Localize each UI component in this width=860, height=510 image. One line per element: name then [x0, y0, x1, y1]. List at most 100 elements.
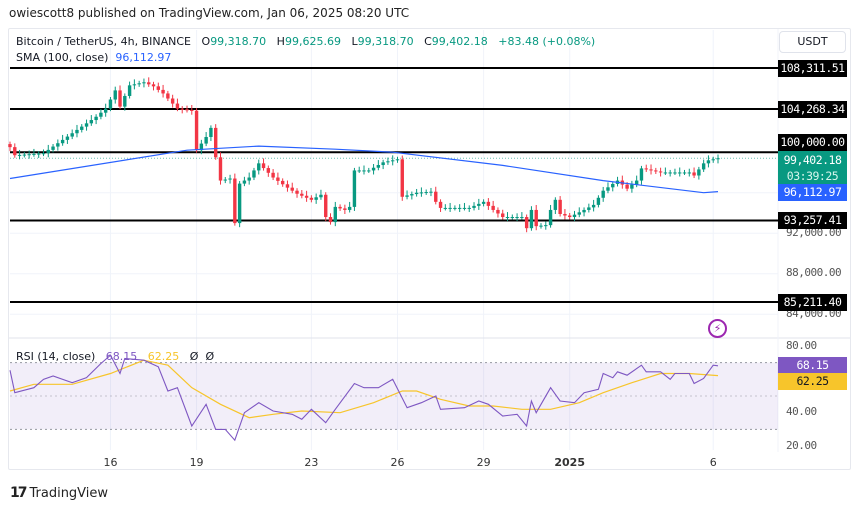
candle-body	[271, 172, 275, 178]
sma-line	[9, 145, 719, 194]
candle-body	[553, 199, 558, 210]
candle-body	[27, 154, 31, 156]
candle-body	[103, 108, 108, 113]
candle-body	[290, 187, 294, 191]
candle-body	[678, 172, 682, 174]
candle-body	[113, 90, 117, 100]
sma-legend-value: 96,112.97	[115, 51, 172, 64]
rsi-ma-legend-value: 62.25	[147, 350, 180, 363]
candle-body	[13, 147, 17, 156]
candle-body	[534, 209, 538, 227]
candle-body	[295, 190, 299, 194]
candle-body	[333, 206, 337, 223]
sma-price-label: 96,112.97	[778, 184, 847, 201]
candle-body	[706, 160, 711, 164]
candle-body	[524, 217, 529, 229]
candle-body	[75, 129, 79, 134]
candle-body	[338, 206, 342, 209]
price-axis-label: 92,000.00	[786, 226, 842, 239]
level-label: 104,268.34	[778, 101, 847, 118]
time-axis-tick: 6	[709, 456, 717, 469]
lightning-icon[interactable]: ⚡	[708, 319, 727, 338]
candle-body	[127, 85, 132, 96]
level-label: 108,311.51	[778, 60, 847, 77]
candle-body	[587, 207, 591, 210]
candle-body	[242, 180, 247, 184]
candle-body	[108, 99, 113, 109]
candle-body	[405, 195, 409, 197]
time-axis-tick: 19	[189, 456, 204, 469]
candle-body	[324, 194, 328, 218]
candle-body	[630, 184, 634, 189]
candle-body	[218, 157, 223, 181]
candle-body	[84, 123, 89, 127]
rsi-axis-label: 20.00	[786, 439, 817, 452]
candle-body	[434, 191, 438, 202]
rsi-legend-label[interactable]: RSI (14, close)	[16, 350, 96, 363]
tradingview-logo-icon: 17	[10, 485, 28, 501]
rsi-ma-value-label: 62.25	[778, 373, 847, 390]
candle-body	[386, 161, 390, 163]
low-value: 99,318.70	[357, 35, 414, 48]
time-axis-tick: 2025	[554, 456, 585, 469]
time-axis-tick: 16	[103, 456, 118, 469]
candle-body	[228, 178, 232, 180]
close-value: 99,402.18	[431, 35, 488, 48]
candle-body	[367, 170, 371, 172]
candle-body	[99, 112, 103, 117]
time-axis-tick: 26	[390, 456, 405, 469]
candle-body	[151, 84, 156, 87]
candle-body	[37, 153, 41, 155]
candle-body	[395, 159, 400, 161]
candle-body	[467, 207, 471, 209]
open-value: 99,318.70	[210, 35, 267, 48]
candle-body	[596, 197, 601, 205]
candle-body	[357, 170, 361, 172]
candle-body	[701, 163, 706, 170]
candle-body	[233, 178, 237, 224]
price-axis-label: 88,000.00	[786, 266, 842, 279]
change-value: +83.48 (+0.08%)	[498, 35, 596, 48]
candle-body	[491, 205, 495, 210]
candle-body	[601, 190, 605, 198]
sma-legend-label[interactable]: SMA (100, close)	[16, 51, 109, 64]
candle-body	[194, 110, 199, 151]
candle-body	[658, 171, 663, 173]
candle-body	[438, 201, 443, 208]
candle-body	[568, 215, 572, 218]
candle-body	[510, 217, 514, 219]
candle-body	[634, 180, 639, 185]
candle-body	[414, 192, 419, 195]
candle-body	[156, 86, 160, 90]
candle-body	[65, 136, 70, 140]
candle-body	[539, 225, 543, 227]
tradingview-logo[interactable]: 17 TradingView	[10, 485, 108, 501]
candle-body	[520, 217, 524, 219]
candle-body	[711, 159, 715, 161]
candle-body	[223, 179, 227, 181]
candle-body	[591, 204, 596, 208]
symbol-legend: Bitcoin / TetherUS, 4h, BINANCE O99,318.…	[16, 35, 596, 64]
candle-body	[371, 167, 376, 171]
currency-button[interactable]: USDT	[779, 31, 846, 53]
candle-body	[505, 217, 510, 219]
rsi-legend-value: 68.15	[105, 350, 138, 363]
candle-body	[166, 93, 170, 99]
candle-body	[347, 206, 352, 210]
candle-body	[716, 158, 720, 160]
symbol-title[interactable]: Bitcoin / TetherUS, 4h, BINANCE	[16, 35, 192, 48]
candle-body	[300, 193, 304, 196]
candle-body	[515, 217, 519, 219]
candle-body	[376, 165, 381, 168]
candle-body	[214, 127, 218, 158]
candle-body	[199, 143, 204, 151]
candle-body	[56, 143, 60, 147]
chart-frame	[8, 28, 851, 470]
candle-body	[410, 194, 414, 196]
candle-body	[362, 170, 366, 172]
candle-body	[147, 82, 151, 85]
candle-body	[400, 159, 404, 197]
candle-body	[123, 95, 127, 107]
candle-body	[51, 146, 55, 150]
